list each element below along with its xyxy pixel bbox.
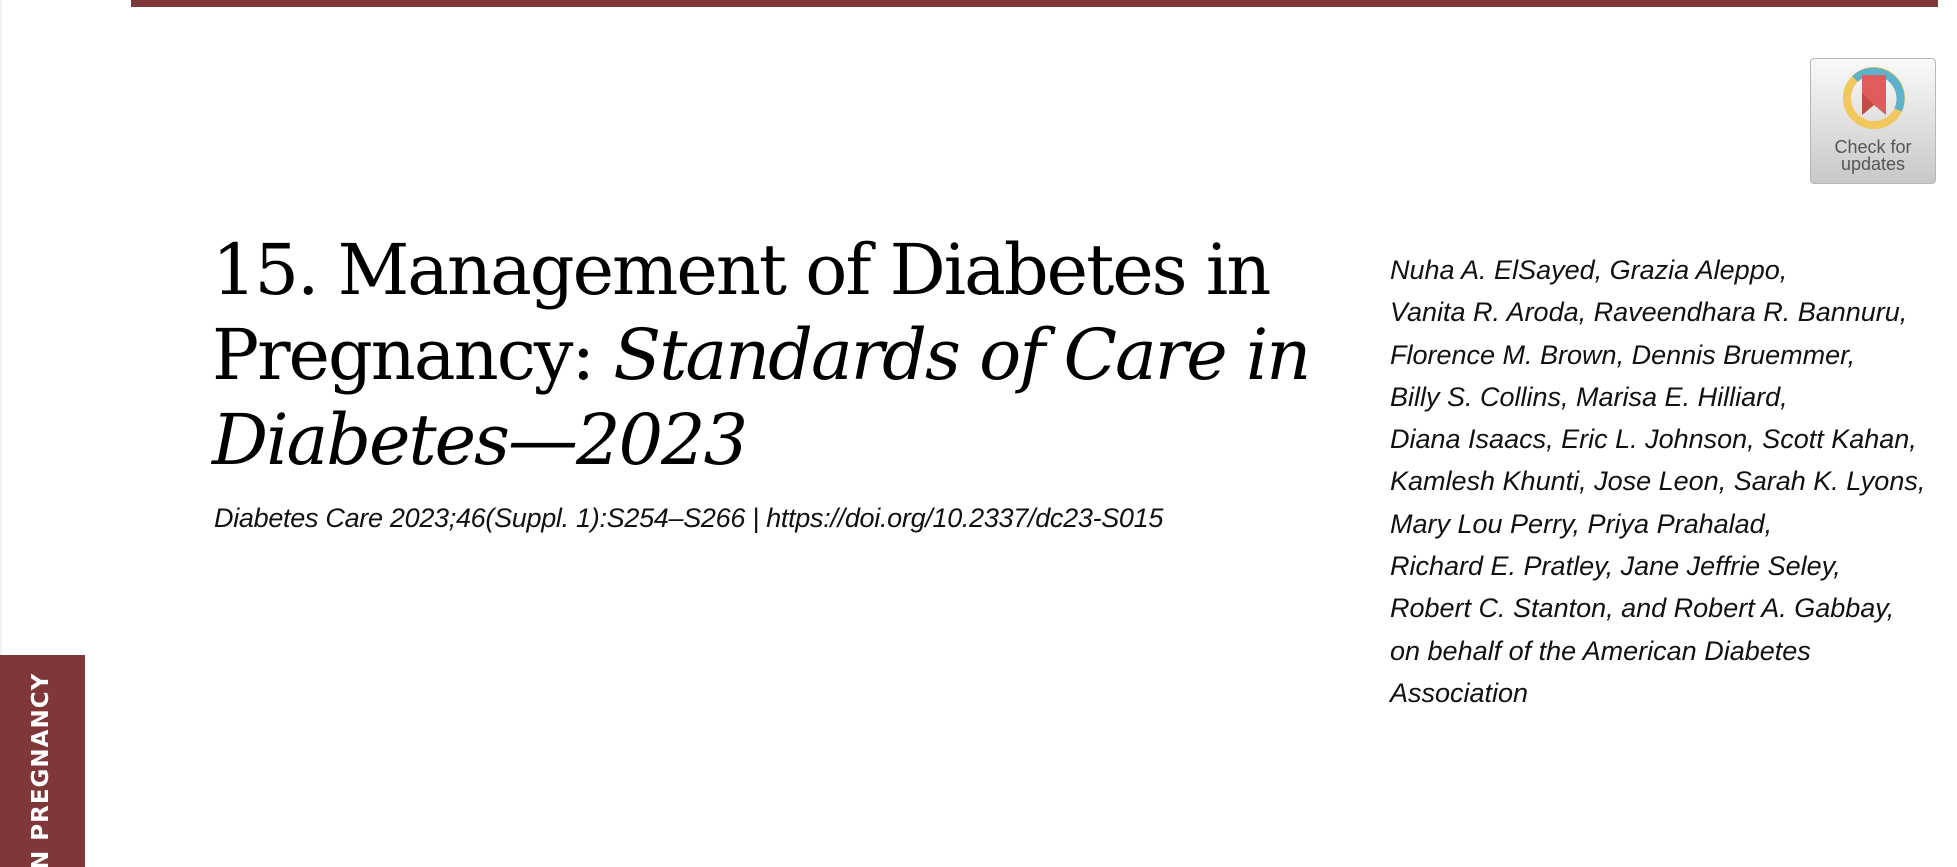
title-italic: Standards of Care in Diabetes—2023 — [212, 314, 1311, 481]
author-line: Robert C. Stanton, and Robert A. Gabbay, — [1390, 593, 1895, 624]
author-line: Nuha A. ElSayed, Grazia Aleppo, — [1390, 255, 1788, 285]
author-line: Vanita R. Aroda, Raveendhara R. Bannuru, — [1390, 297, 1908, 328]
section-side-tab-label: N PREGNANCY — [28, 672, 54, 867]
article-title: 15. Management of Diabetes in Pregnancy:… — [212, 228, 1342, 483]
title-plain: 15. Management of Diabetes in Pregnancy: — [212, 229, 1271, 396]
bookmark-ring-icon — [1843, 67, 1905, 129]
author-line: on behalf of the American Diabetes — [1390, 635, 1811, 666]
check-for-updates-text: Check for updates — [1811, 137, 1935, 174]
page-edge — [0, 0, 2, 655]
check-for-updates-button[interactable]: Check for updates — [1810, 58, 1936, 184]
author-line: Kamlesh Khunti, Jose Leon, Sarah K. Lyon… — [1390, 466, 1926, 497]
section-side-tab: N PREGNANCY — [0, 655, 85, 867]
badge-line-1: Check for — [1834, 137, 1912, 157]
badge-line-2: updates — [1840, 154, 1906, 174]
author-line: Mary Lou Perry, Priya Prahalad, — [1390, 508, 1773, 539]
top-accent-bar — [131, 0, 1938, 7]
author-line: Billy S. Collins, Marisa E. Hilliard, — [1390, 381, 1788, 412]
author-line: Florence M. Brown, Dennis Bruemmer, — [1390, 339, 1856, 370]
author-line: Diana Isaacs, Eric L. Johnson, Scott Kah… — [1390, 424, 1917, 455]
author-list: Nuha A. ElSayed, Grazia Aleppo, Vanita R… — [1390, 249, 1925, 714]
author-line: Richard E. Pratley, Jane Jeffrie Seley, — [1390, 551, 1841, 582]
citation-doi: Diabetes Care 2023;46(Suppl. 1):S254–S26… — [214, 503, 1164, 533]
author-line: Association — [1390, 677, 1529, 708]
